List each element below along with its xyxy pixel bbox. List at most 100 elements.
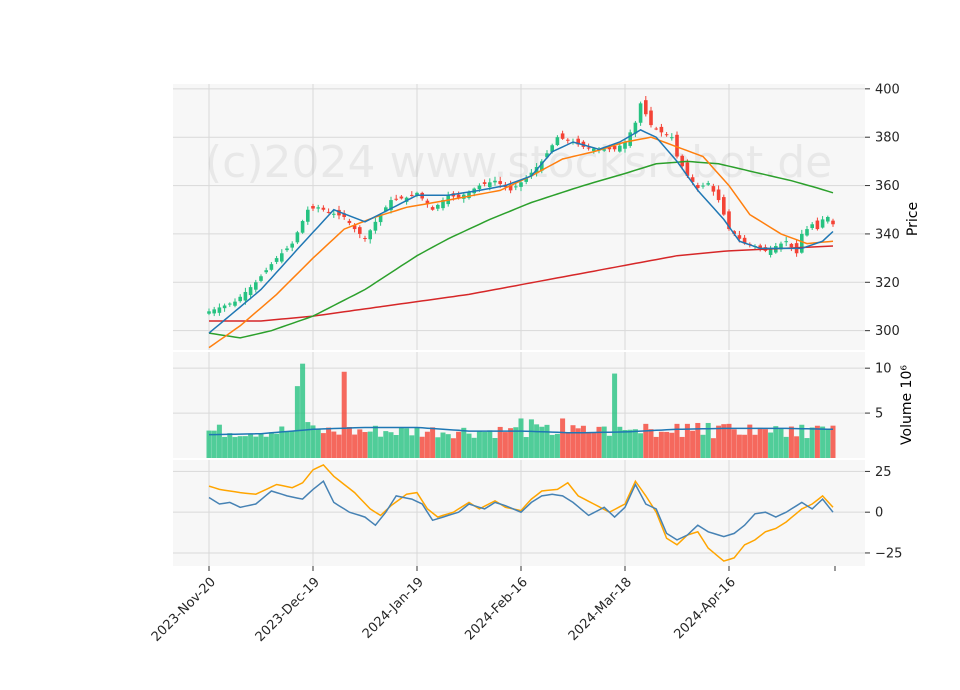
- volume-bar: [450, 438, 456, 458]
- candle-body: [415, 192, 419, 196]
- candle-body: [477, 185, 482, 190]
- volume-bar: [778, 428, 784, 458]
- candle-body: [488, 182, 492, 188]
- price-tick-label: 320: [875, 276, 900, 291]
- candle-body: [368, 230, 372, 240]
- candle-body: [737, 235, 742, 239]
- oscillator-slow-line: [208, 463, 834, 562]
- candle-body: [306, 209, 310, 222]
- volume-bar: [684, 423, 690, 458]
- volume-bar: [284, 431, 290, 458]
- candle-body: [363, 237, 367, 239]
- volume-bar: [357, 429, 363, 458]
- candle-body: [566, 139, 570, 141]
- volume-bar: [643, 423, 649, 458]
- candle-body: [815, 220, 820, 230]
- volume-bar: [372, 425, 378, 458]
- candle-body: [384, 207, 388, 212]
- candle-body: [233, 301, 237, 306]
- volume-bar: [695, 422, 701, 458]
- volume-bar: [383, 431, 389, 458]
- volume-bar: [773, 426, 779, 458]
- candle-body: [540, 161, 544, 171]
- moving-average-mid-line: [208, 136, 834, 349]
- candle-body: [659, 126, 664, 133]
- candle-body: [425, 200, 430, 205]
- candle-body: [727, 211, 731, 230]
- watermark-text: (c)2024 www.stocksrobot.de: [205, 137, 832, 188]
- volume-bar: [726, 423, 732, 458]
- volume-bar: [320, 433, 326, 458]
- candle-body: [321, 207, 326, 210]
- volume-bar: [606, 435, 612, 458]
- volume-bar: [222, 436, 228, 458]
- candle-body: [680, 155, 684, 167]
- price-plot: [207, 95, 835, 349]
- volume-bar: [513, 427, 519, 458]
- volume-bar: [658, 431, 664, 458]
- candle-body: [800, 233, 804, 253]
- candle-body: [389, 200, 393, 211]
- volume-bar: [528, 419, 534, 458]
- volume-bar: [346, 427, 352, 458]
- volume-bar: [294, 386, 300, 458]
- volume-bar: [617, 426, 623, 458]
- volume-bar: [653, 436, 659, 458]
- price-axis-label: Price: [905, 202, 921, 236]
- volume-bar: [305, 422, 311, 458]
- candle-body: [248, 287, 253, 296]
- candle-body: [758, 245, 762, 249]
- candle-body: [508, 184, 513, 191]
- volume-bar: [820, 426, 826, 458]
- candle-body: [529, 172, 534, 177]
- x-tick-label: 2023-Nov-20: [149, 575, 219, 645]
- candle-body: [768, 248, 773, 255]
- candle-body: [649, 110, 653, 126]
- volume-bar: [227, 433, 233, 458]
- candle-body: [607, 147, 612, 150]
- volume-bar: [424, 431, 430, 458]
- volume-bar: [352, 434, 358, 458]
- volume-bar: [736, 434, 742, 458]
- candle-body: [285, 248, 289, 251]
- volume-bar: [757, 427, 763, 458]
- volume-bar: [804, 438, 810, 458]
- candle-body: [332, 213, 336, 215]
- volume-bar: [830, 425, 836, 458]
- volume-bar: [731, 429, 737, 458]
- price-tick-label: 360: [875, 179, 900, 194]
- candle-body: [654, 128, 658, 130]
- volume-bar: [700, 434, 706, 458]
- volume-bar: [544, 424, 550, 458]
- volume-bar: [326, 427, 332, 458]
- candle-body: [592, 148, 596, 152]
- oscillator-tick-label: 25: [875, 465, 892, 480]
- candle-body: [711, 186, 716, 192]
- volume-bar: [825, 428, 831, 458]
- candle-body: [436, 204, 440, 209]
- moving-average-short-line: [208, 129, 834, 334]
- candle-body: [274, 258, 279, 262]
- volume-bar: [591, 432, 597, 458]
- volume-bar: [404, 428, 410, 458]
- volume-bar: [560, 418, 566, 458]
- volume-bar: [211, 430, 217, 458]
- volume-bar: [253, 436, 259, 458]
- volume-bar: [258, 433, 264, 458]
- volume-bar: [596, 426, 602, 458]
- volume-bar: [814, 425, 820, 458]
- volume-bar: [710, 438, 716, 458]
- oscillator-tick-label: 0: [875, 506, 883, 521]
- x-tick-label: 2023-Dec-19: [253, 575, 323, 645]
- volume-bar: [632, 429, 638, 458]
- candle-body: [644, 100, 648, 115]
- oscillator-fast-line: [208, 480, 834, 541]
- volume-bar: [752, 434, 758, 458]
- volume-bar: [482, 431, 488, 458]
- candle-body: [555, 137, 560, 146]
- candle-body: [675, 134, 679, 157]
- candle-body: [623, 142, 627, 149]
- volume-bar: [783, 436, 789, 458]
- volume-bar: [492, 437, 498, 458]
- candle-body: [264, 270, 268, 273]
